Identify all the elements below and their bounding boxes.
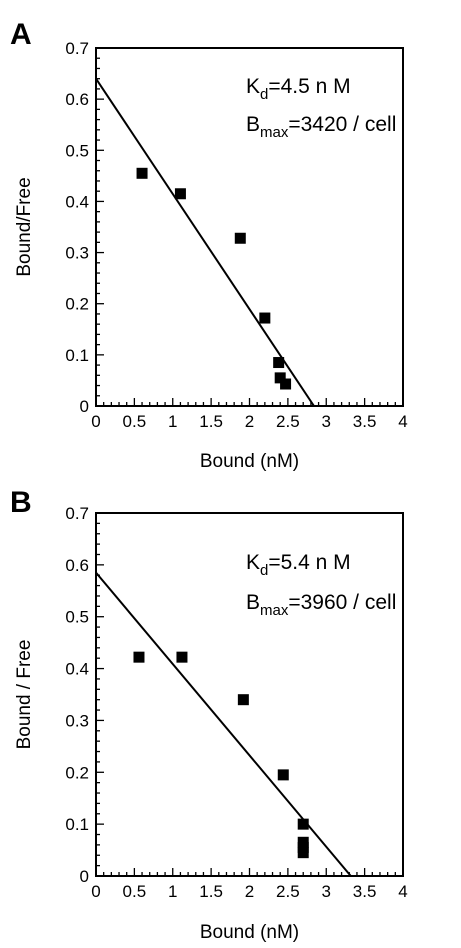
x-tick-label: 0 — [91, 882, 100, 901]
fit-line — [95, 78, 315, 407]
x-tick-label: 2.5 — [276, 412, 300, 431]
bmax-annotation: Bmax=3420 / cell — [246, 113, 396, 141]
x-tick-label: 1.5 — [199, 882, 223, 901]
y-tick-label: 0.2 — [65, 295, 89, 314]
x-tick-label: 1 — [168, 882, 177, 901]
data-point — [259, 312, 271, 324]
data-point — [280, 378, 292, 390]
x-tick-label: 4 — [398, 882, 407, 901]
data-point — [234, 232, 246, 244]
y-tick-label: 0.6 — [65, 556, 89, 575]
x-tick-label: 4 — [398, 412, 407, 431]
x-tick-label: 0.5 — [123, 412, 147, 431]
panel-b: B 0 0.5 1 1.5 2 2.5 3 3.5 4 0 0.1 0.2 0.3 0.4 0.5 0.6 0.7… — [10, 486, 408, 943]
x-tick-label: 1.5 — [199, 412, 223, 431]
y-tick-label: 0.5 — [65, 141, 89, 160]
data-point — [133, 651, 145, 663]
y-tick-label: 0.6 — [65, 90, 89, 109]
y-tick-label: 0.1 — [65, 815, 89, 834]
x-axis-title: Bound (nM) — [200, 922, 299, 943]
data-point — [297, 818, 309, 830]
kd-annotation: Kd=4.5 n M — [246, 75, 351, 103]
data-point — [273, 357, 285, 369]
data-point — [136, 167, 148, 179]
x-tick-label: 3 — [322, 412, 331, 431]
y-axis-title: Bound / Free — [14, 640, 35, 750]
x-tick-label: 2 — [245, 412, 254, 431]
y-tick-label: 0.5 — [65, 608, 89, 627]
x-tick-label: 0.5 — [123, 882, 147, 901]
y-tick-label: 0.4 — [65, 192, 89, 211]
y-tick-label: 0.7 — [65, 39, 89, 58]
y-tick-label: 0.7 — [65, 504, 89, 523]
plot-frame — [95, 47, 404, 407]
x-tick-label: 3 — [322, 882, 331, 901]
x-tick-label: 2 — [245, 882, 254, 901]
panel-letter: A — [10, 18, 32, 51]
x-tick-label: 1 — [168, 412, 177, 431]
x-tick-label: 2.5 — [276, 882, 300, 901]
data-point — [277, 769, 289, 781]
panel-letter: B — [10, 486, 32, 519]
data-point — [237, 694, 249, 706]
panel-a: A 0 0.5 1 1.5 2 2.5 3 3.5 4 0 0.1 0.2 0.3 0.4 0.5 0.6 0.7… — [10, 18, 408, 472]
y-tick-label: 0.2 — [65, 763, 89, 782]
y-tick-label: 0.4 — [65, 660, 89, 679]
y-tick-label: 0.1 — [65, 346, 89, 365]
y-tick-label: 0.3 — [65, 711, 89, 730]
y-axis-title: Bound/Free — [14, 177, 35, 276]
y-tick-label: 0 — [80, 867, 89, 886]
data-point — [176, 651, 188, 663]
kd-annotation: Kd=5.4 n M — [246, 551, 351, 579]
data-point — [174, 188, 186, 200]
data-point — [274, 372, 286, 384]
y-tick-label: 0.3 — [65, 244, 89, 263]
x-axis-title: Bound (nM) — [200, 451, 299, 472]
x-tick-label: 3.5 — [353, 882, 377, 901]
bmax-annotation: Bmax=3960 / cell — [246, 591, 396, 619]
y-tick-label: 0 — [80, 397, 89, 416]
x-tick-label: 3.5 — [353, 412, 377, 431]
x-tick-label: 0 — [91, 412, 100, 431]
data-point — [297, 847, 309, 859]
fit-line — [95, 571, 352, 877]
